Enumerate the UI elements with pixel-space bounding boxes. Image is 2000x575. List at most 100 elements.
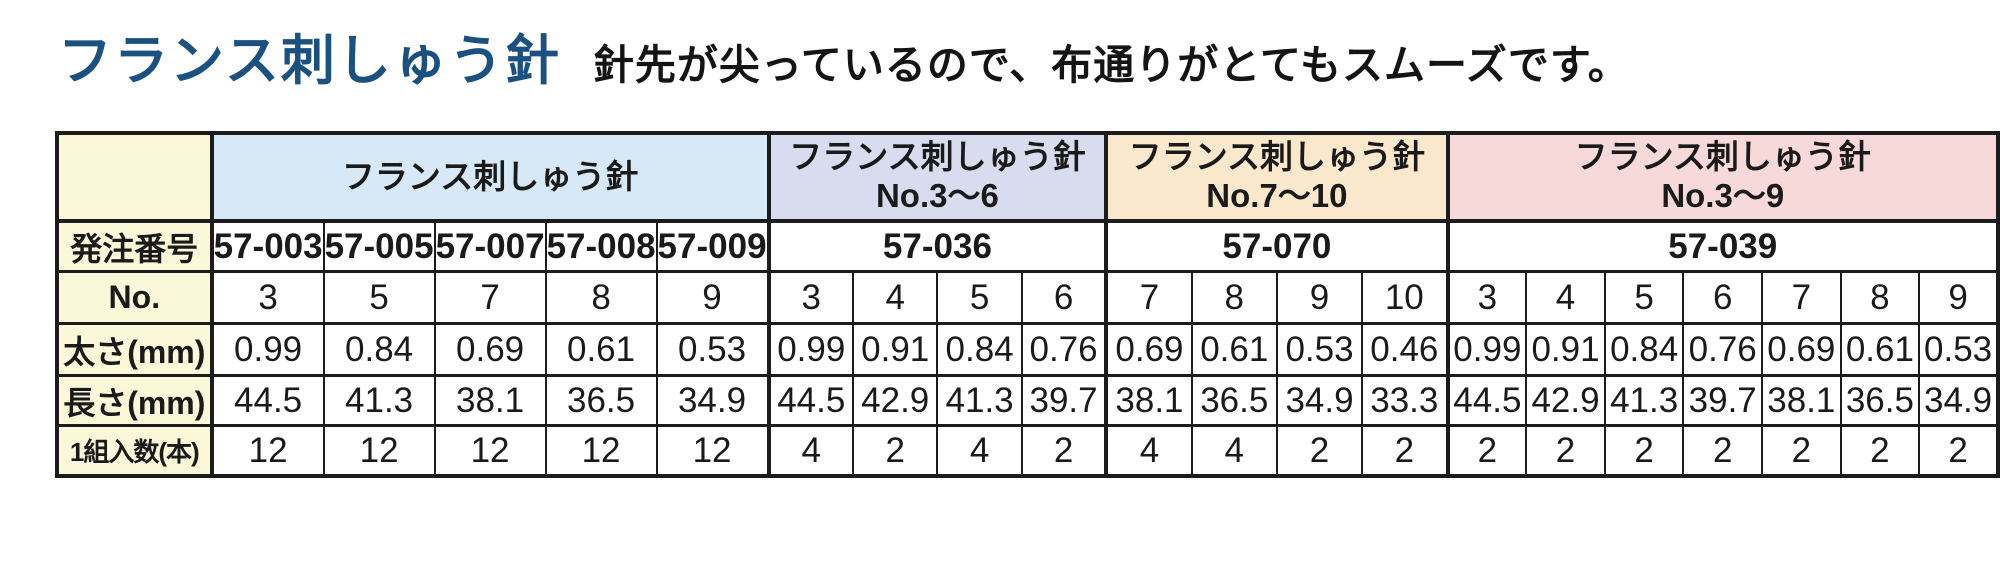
no-cell: 3 [1445, 270, 1528, 325]
order-number-cell: 57-007 [433, 219, 547, 273]
group-subtitle: No.7～10 [1206, 177, 1348, 214]
order-number-cell: 57-039 [1445, 219, 1999, 273]
needle-spec-table-body: フランス刺しゅう針 フランス刺しゅう針 No.3～6 フランス刺しゅう針 No.7～10… [56, 131, 1999, 478]
group-title: フランス刺しゅう針 [1574, 138, 1871, 176]
group-header-cell: フランス刺しゅう針 No.7～10 [1104, 131, 1449, 223]
order-number-cell: 57-008 [544, 219, 658, 273]
length-cell: 39.7 [1020, 374, 1108, 427]
qty-cell: 12 [433, 424, 547, 478]
no-cell: 9 [1918, 270, 1999, 325]
qty-cell: 2 [1839, 424, 1921, 478]
order-number-cell: 57-003 [209, 219, 325, 273]
row-label-cell: 長さ(mm) [56, 374, 214, 427]
thickness-cell: 0.99 [209, 322, 325, 377]
qty-cell: 12 [544, 424, 658, 478]
no-cell: 3 [209, 270, 325, 325]
qty-cell: 12 [322, 424, 436, 478]
length-cell: 34.9 [655, 374, 770, 427]
length-cell: 38.1 [1761, 374, 1842, 427]
no-cell: 3 [766, 270, 855, 325]
length-cell: 42.9 [852, 374, 939, 427]
thickness-cell: 0.69 [433, 322, 547, 377]
no-cell: 7 [433, 270, 547, 325]
thickness-cell: 0.76 [1682, 322, 1764, 377]
thickness-cell: 0.61 [1839, 322, 1921, 377]
thickness-cell: 0.84 [1603, 322, 1685, 377]
qty-cell: 12 [209, 424, 325, 478]
thickness-cell: 0.46 [1361, 322, 1449, 377]
no-cell: 8 [1190, 270, 1278, 325]
thickness-cell: 0.61 [544, 322, 658, 377]
qty-cell: 4 [936, 424, 1023, 478]
qty-cell: 2 [1361, 424, 1449, 478]
length-cell: 36.5 [544, 374, 658, 427]
length-cell: 41.3 [1603, 374, 1685, 427]
length-cell: 39.7 [1682, 374, 1764, 427]
thickness-cell: 0.76 [1020, 322, 1108, 377]
thickness-cell: 0.69 [1104, 322, 1193, 377]
thickness-cell: 0.53 [1275, 322, 1364, 377]
qty-cell: 4 [1190, 424, 1278, 478]
thickness-cell: 0.99 [766, 322, 855, 377]
no-cell: 9 [1275, 270, 1364, 325]
no-cell: 8 [1839, 270, 1921, 325]
length-cell: 41.3 [322, 374, 436, 427]
thickness-cell: 0.53 [655, 322, 770, 377]
qty-cell: 4 [1104, 424, 1193, 478]
no-cell: 5 [1603, 270, 1685, 325]
no-cell: 7 [1761, 270, 1842, 325]
qty-cell: 2 [1525, 424, 1606, 478]
corner-cell [56, 131, 214, 223]
page-subtitle: 針先が尖っているので、布通りがとてもスムーズです。 [592, 42, 1630, 88]
thickness-cell: 0.99 [1445, 322, 1528, 377]
group-subtitle: No.3～9 [1661, 177, 1785, 214]
qty-cell: 2 [1603, 424, 1685, 478]
qty-cell: 2 [852, 424, 939, 478]
length-cell: 44.5 [1445, 374, 1528, 427]
group-header-cell: フランス刺しゅう針 No.3～9 [1445, 131, 1999, 223]
thickness-cell: 0.61 [1190, 322, 1278, 377]
no-cell: 8 [544, 270, 658, 325]
length-cell: 38.1 [433, 374, 547, 427]
group-header-cell: フランス刺しゅう針 [209, 131, 770, 223]
order-number-cell: 57-009 [655, 219, 770, 273]
needle-spec-table: フランス刺しゅう針 フランス刺しゅう針 No.3～6 フランス刺しゅう針 No.7～10… [55, 131, 2000, 478]
length-cell: 41.3 [936, 374, 1023, 427]
group-subtitle: No.3～6 [875, 177, 999, 214]
page-title: フランス刺しゅう針 [58, 31, 561, 91]
qty-cell: 12 [655, 424, 770, 478]
qty-cell: 2 [1020, 424, 1108, 478]
order-number-cell: 57-070 [1104, 219, 1449, 273]
thickness-cell: 0.91 [1525, 322, 1606, 377]
thickness-cell: 0.91 [852, 322, 939, 377]
length-cell: 44.5 [209, 374, 325, 427]
thickness-cell: 0.53 [1918, 322, 1999, 377]
no-cell: 5 [936, 270, 1023, 325]
order-number-cell: 57-005 [322, 219, 436, 273]
length-cell: 44.5 [766, 374, 855, 427]
thickness-cell: 0.84 [936, 322, 1023, 377]
length-cell: 34.9 [1918, 374, 1999, 427]
order-number-cell: 57-036 [766, 219, 1108, 273]
no-cell: 10 [1361, 270, 1449, 325]
qty-cell: 2 [1682, 424, 1764, 478]
group-header-cell: フランス刺しゅう針 No.3～6 [766, 131, 1108, 223]
length-cell: 34.9 [1275, 374, 1364, 427]
no-cell: 9 [655, 270, 770, 325]
length-cell: 36.5 [1190, 374, 1278, 427]
row-label-cell: No. [56, 270, 214, 325]
no-cell: 4 [852, 270, 939, 325]
thickness-cell: 0.69 [1761, 322, 1842, 377]
group-title: フランス刺しゅう針 [341, 157, 639, 195]
no-cell: 4 [1525, 270, 1606, 325]
qty-cell: 4 [766, 424, 855, 478]
page-header: フランス刺しゅう針 針先が尖っているので、布通りがとてもスムーズです。 [58, 16, 2000, 95]
length-cell: 33.3 [1361, 374, 1449, 427]
no-cell: 7 [1104, 270, 1193, 325]
qty-cell: 2 [1275, 424, 1364, 478]
row-label-cell: 太さ(mm) [56, 322, 214, 377]
length-cell: 38.1 [1104, 374, 1193, 427]
qty-cell: 2 [1445, 424, 1528, 478]
qty-cell: 2 [1761, 424, 1842, 478]
group-title: フランス刺しゅう針 [789, 138, 1086, 176]
